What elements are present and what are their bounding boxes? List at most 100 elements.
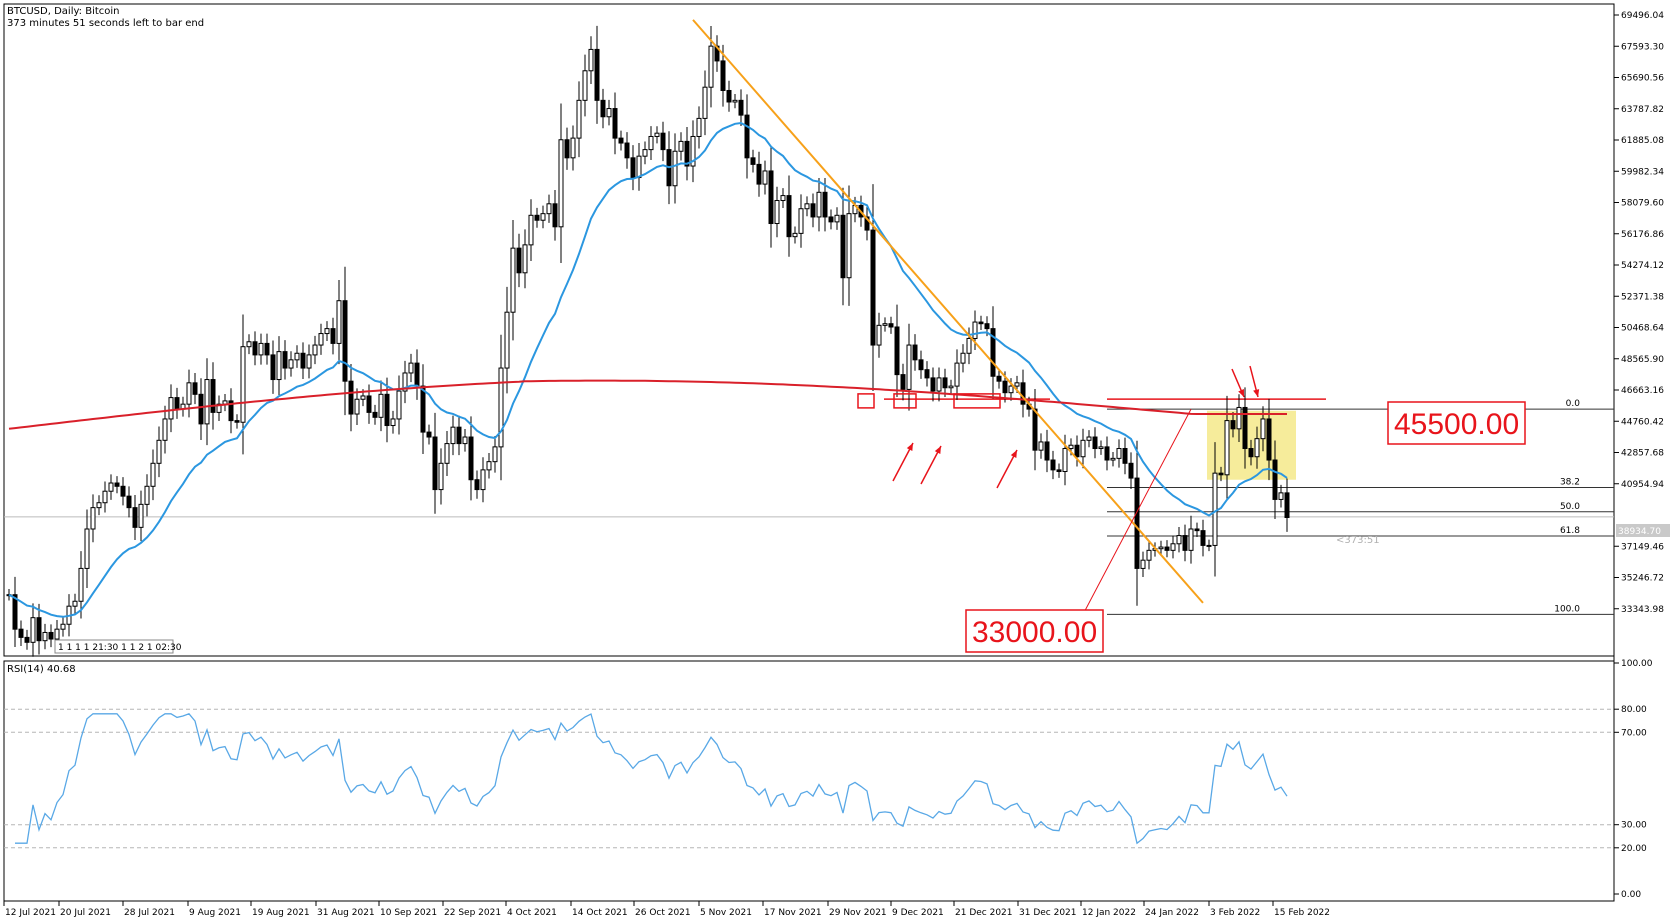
candle-body [930, 377, 936, 392]
candle-body [426, 431, 432, 438]
candle-body [720, 60, 726, 91]
candle-body [732, 99, 738, 103]
candle-body [924, 369, 930, 379]
candle-body [726, 89, 732, 103]
svg-text:38934.70: 38934.70 [1618, 527, 1661, 537]
candle-body [906, 344, 912, 390]
candle-body [684, 140, 690, 167]
candle-body [942, 377, 948, 389]
candle-body [660, 132, 666, 151]
candle-body [606, 108, 612, 118]
time-axis: 12 Jul 2021 20 Jul 2021 28 Jul 2021 9 Aug 2… [3, 901, 1330, 918]
candle-body [774, 200, 780, 225]
price-tick-label: 52371.38 [1621, 292, 1664, 302]
arrow-up-2-head [934, 446, 941, 454]
candle-body [804, 203, 810, 210]
fibonacci-layer: 0.0 38.2 50.0 61.8 100.0 [4, 398, 1614, 615]
candle-body [750, 157, 756, 165]
candle-body [102, 490, 108, 504]
candle-body [588, 48, 594, 72]
candle-body [1230, 420, 1236, 430]
candle-body [972, 321, 978, 339]
candle-body [552, 203, 558, 228]
candle-body [1032, 408, 1038, 451]
candle-body [672, 150, 678, 187]
rsi-tick-label: 0.00 [1621, 890, 1641, 900]
candle-body [360, 395, 366, 400]
candle-body [468, 436, 474, 481]
price-tick-label: 58079.60 [1621, 199, 1664, 209]
candle-body [144, 485, 150, 505]
candle-body [378, 393, 384, 418]
downtrend-line [692, 19, 1204, 604]
rsi-tick-label: 70.00 [1621, 728, 1647, 738]
price-tick-label: 50468.64 [1621, 324, 1664, 334]
candle-body [948, 385, 954, 389]
candle-body [1116, 448, 1122, 459]
time-tick-label: 31 Aug 2021 [317, 908, 375, 918]
candle-body [1068, 444, 1074, 450]
indicator-layer [8, 19, 1288, 618]
collapsed-tabs[interactable]: 1 1 1 1 21:30 1 1 2 1 02:30 [54, 639, 182, 654]
candle-body [558, 139, 564, 228]
resistance-label-box: 45500.00 [1387, 401, 1526, 445]
price-tick-label: 37149.46 [1621, 542, 1664, 552]
candle-body [534, 214, 540, 221]
candle-body [540, 213, 546, 221]
svg-text:45500.00: 45500.00 [1394, 408, 1519, 441]
candle-body [990, 328, 996, 377]
candle-body [642, 149, 648, 157]
candle-body [372, 411, 378, 418]
time-tick-label: 22 Sep 2021 [444, 908, 501, 918]
candle-body [1182, 535, 1188, 551]
time-tick-label: 26 Oct 2021 [635, 908, 691, 918]
candle-body [252, 341, 258, 356]
candle-body [1014, 382, 1020, 387]
candle-body [444, 443, 450, 464]
candle-body [396, 390, 402, 420]
candle-body [918, 359, 924, 371]
candle-body [246, 341, 252, 348]
candle-body [390, 418, 396, 427]
candle-body [486, 461, 492, 471]
candle-body [834, 214, 840, 223]
candle-body [90, 507, 96, 530]
candle-body [234, 420, 240, 423]
candle-body [462, 436, 468, 445]
price-tick-label: 44760.42 [1621, 417, 1664, 427]
candle-body [546, 203, 552, 215]
time-tick-label: 4 Oct 2021 [507, 908, 557, 918]
candle-body [1002, 380, 1008, 394]
candle-body [210, 379, 216, 413]
price-tick-label: 48565.90 [1621, 355, 1664, 365]
candle-body [12, 594, 18, 630]
time-tick-label: 12 Jan 2022 [1082, 908, 1136, 918]
candle-body [624, 142, 630, 159]
candle-body [744, 114, 750, 159]
candle-body [1278, 492, 1284, 500]
candle-body [1020, 382, 1026, 405]
candle-body [1092, 436, 1098, 450]
candle-body [318, 333, 324, 346]
candle-body [1098, 446, 1104, 450]
candle-body [1140, 559, 1146, 569]
candle-body [822, 191, 828, 218]
candle-body [954, 362, 960, 387]
price-tick-label: 35246.72 [1621, 574, 1664, 584]
candle-body [528, 214, 534, 246]
candle-body [384, 393, 390, 427]
price-tick-label: 59982.34 [1621, 167, 1664, 177]
rsi-panel-frame [3, 660, 1615, 902]
candle-body [1284, 492, 1290, 518]
candle-body [168, 397, 174, 420]
candle-body [612, 108, 618, 139]
time-tick-label: 5 Nov 2021 [700, 908, 752, 918]
candle-body [1248, 448, 1254, 458]
fib-anchor-line [1082, 408, 1192, 615]
candle-body [1206, 544, 1212, 547]
candle-body [810, 203, 816, 218]
candle-body [618, 137, 624, 144]
time-tick-label: 9 Aug 2021 [189, 908, 241, 918]
candle-body [1212, 472, 1218, 546]
